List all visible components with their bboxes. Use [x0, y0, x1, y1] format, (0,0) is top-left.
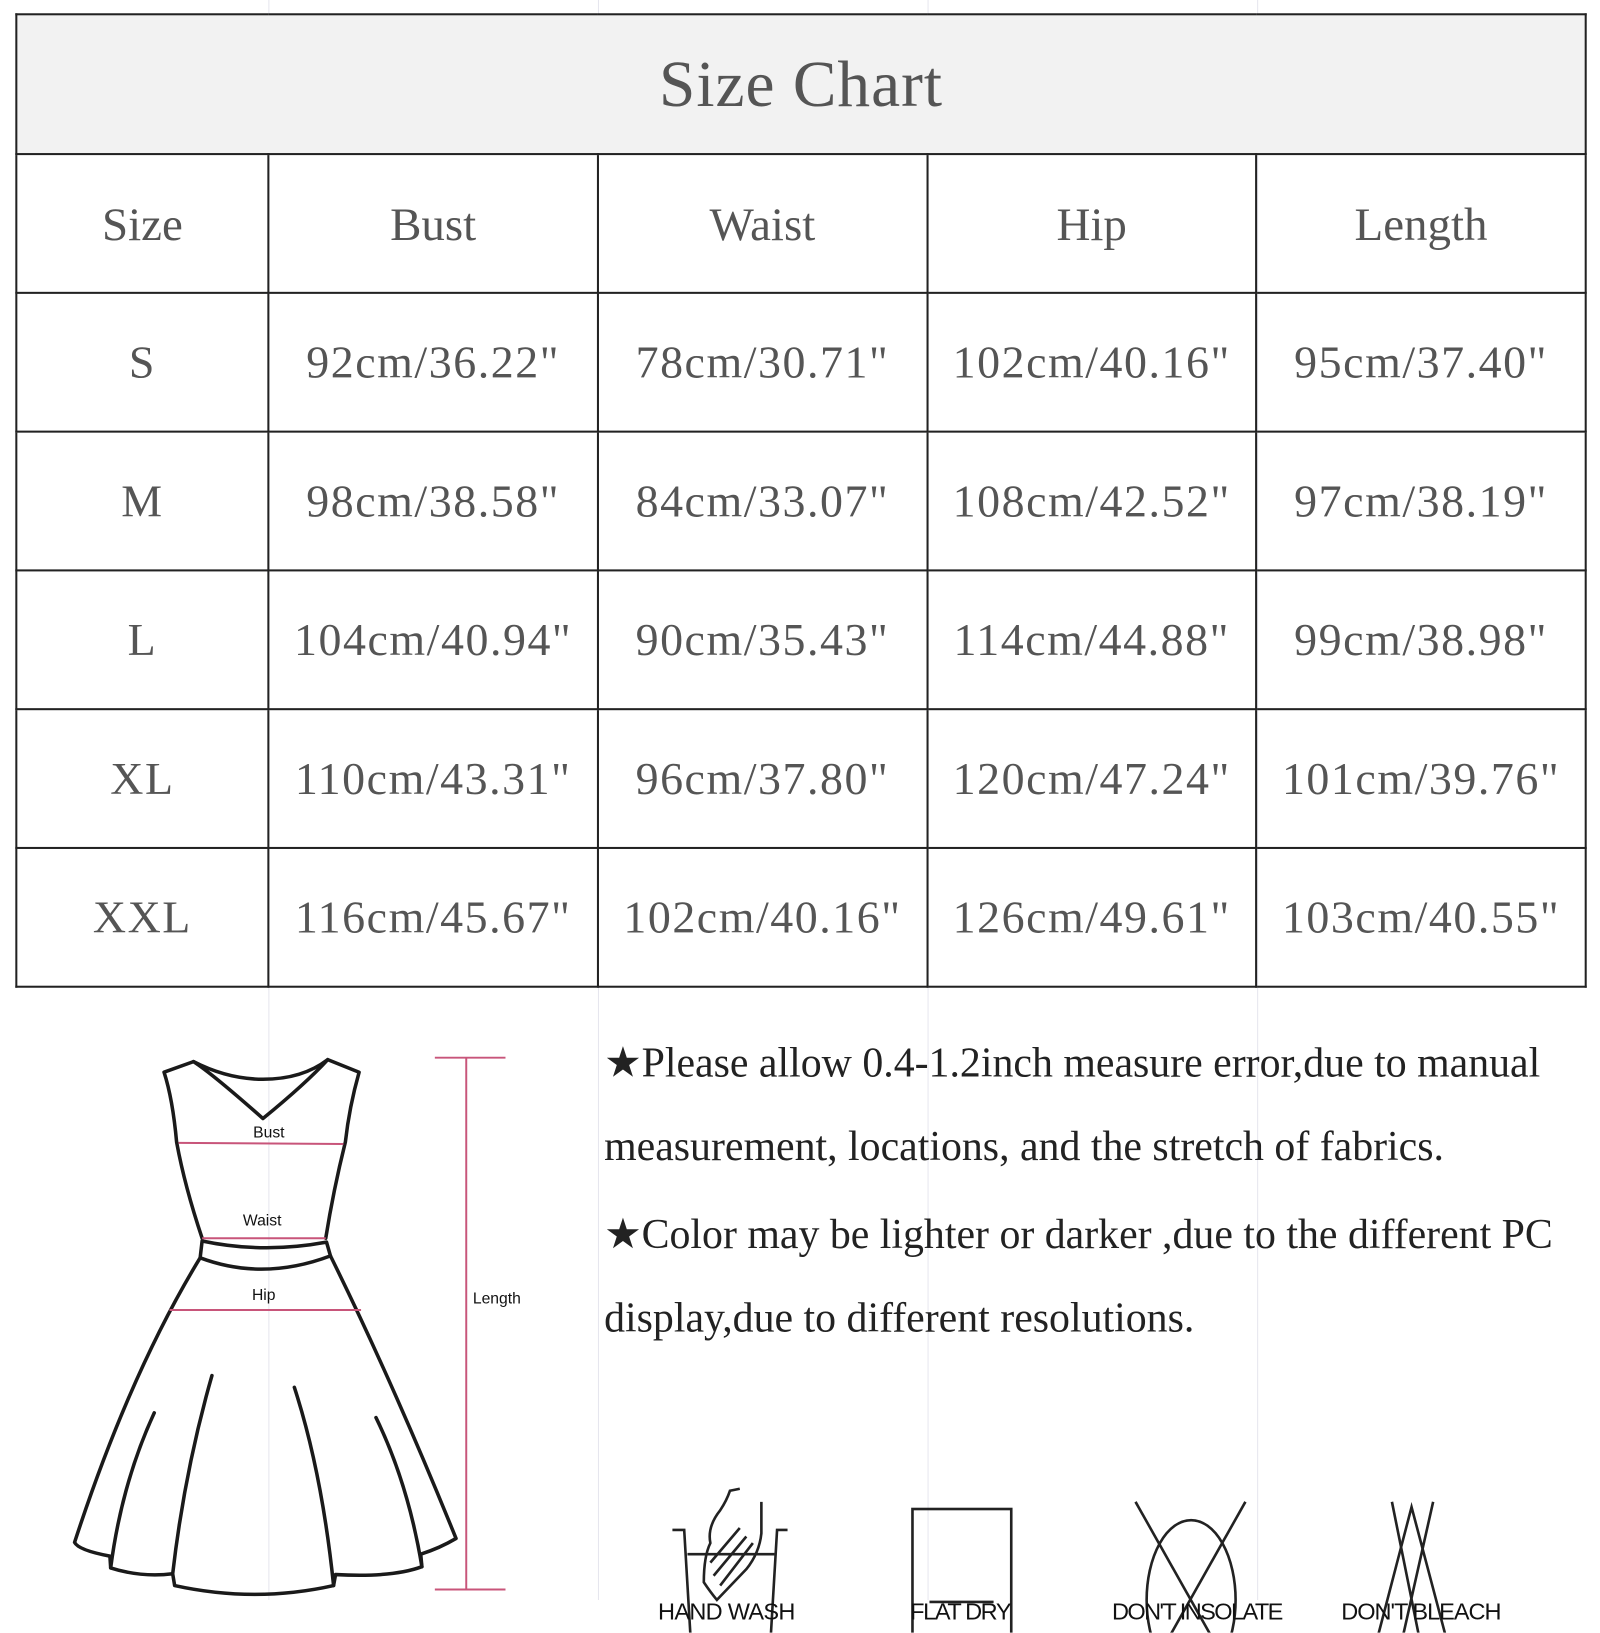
measurement-cell: 84cm/33.07" — [596, 430, 929, 572]
header-row: Size Bust Waist Hip Length — [15, 153, 1587, 294]
table-row: M 98cm/38.58" 84cm/33.07" 108cm/42.52" 97cm/… — [15, 430, 1587, 572]
measurement-cell: 95cm/37.40" — [1255, 291, 1587, 433]
measurement-cell: 96cm/37.80" — [596, 708, 929, 849]
size-cell: S — [15, 291, 270, 433]
measurement-cell: 114cm/44.88" — [926, 569, 1258, 711]
measurement-cell: 116cm/45.67" — [267, 846, 599, 988]
measurement-cell: 97cm/38.19" — [1255, 430, 1587, 572]
care-label-dont-bleach: DON'T BLEACH — [1341, 1599, 1501, 1625]
waistband — [198, 1239, 333, 1271]
column-header: Waist — [596, 153, 929, 294]
column-header: Length — [1255, 153, 1587, 294]
measurement-cell: 99cm/38.98" — [1255, 569, 1587, 711]
dress-outline — [162, 1057, 361, 1240]
care-label-dont-insolate: DON'T INSOLATE — [1112, 1599, 1283, 1625]
care-instructions: HAND WASH FLAT DRY DON'T INSOLATE DON'T … — [658, 1487, 1501, 1633]
hand-wash-icon — [672, 1487, 788, 1633]
measurement-cell: 110cm/43.31" — [267, 708, 599, 849]
bust-measure-line — [178, 1141, 344, 1146]
length-label: Length — [473, 1291, 521, 1308]
measurement-cell: 103cm/40.55" — [1255, 846, 1587, 988]
measurement-cell: 101cm/39.76" — [1255, 708, 1587, 849]
waist-label: Waist — [243, 1212, 282, 1229]
note-measure-error: ★Please allow 0.4-1.2inch measure error,… — [604, 1038, 1541, 1170]
column-header: Bust — [267, 153, 599, 294]
table-row: XXL 116cm/45.67" 102cm/40.16" 126cm/49.61" 1… — [15, 846, 1587, 988]
measurement-cell: 108cm/42.52" — [926, 430, 1258, 572]
table-title: Size Chart — [15, 13, 1587, 156]
measurement-cell: 90cm/35.43" — [596, 569, 929, 711]
notes: ★Please allow 0.4-1.2inch measure error,… — [604, 1020, 1584, 1363]
care-label-flat-dry: FLAT DRY — [910, 1599, 1012, 1625]
note-color: ★Color may be lighter or darker ,due to … — [604, 1210, 1553, 1341]
column-header: Hip — [926, 153, 1258, 294]
care-label-hand-wash: HAND WASH — [658, 1599, 795, 1625]
measurement-cell: 102cm/40.16" — [926, 291, 1258, 433]
size-cell: L — [15, 569, 270, 711]
skirt — [72, 1254, 458, 1597]
size-cell: XL — [15, 708, 270, 849]
measurement-cell: 120cm/47.24" — [926, 708, 1258, 849]
table-row: S 92cm/36.22" 78cm/30.71" 102cm/40.16" 95cm/… — [15, 291, 1587, 433]
skirt-folds — [108, 1373, 424, 1588]
measurement-cell: 92cm/36.22" — [267, 291, 599, 433]
column-header: Size — [15, 153, 270, 294]
hip-label: Hip — [252, 1287, 276, 1304]
table-row: XL 110cm/43.31" 96cm/37.80" 120cm/47.24" 101… — [15, 708, 1587, 849]
dress-diagram: Bust Waist Hip Length — [72, 1056, 521, 1597]
size-cell: XXL — [15, 846, 270, 988]
measurement-cell: 98cm/38.58" — [267, 430, 599, 572]
dont-bleach-icon — [1377, 1501, 1447, 1633]
size-cell: M — [15, 430, 270, 572]
measurement-cell: 126cm/49.61" — [926, 846, 1258, 988]
neckline — [191, 1057, 330, 1082]
table-row: L 104cm/40.94" 90cm/35.43" 114cm/44.88" 99cm… — [15, 569, 1587, 711]
measurement-cell: 104cm/40.94" — [267, 569, 599, 711]
measurement-cell: 78cm/30.71" — [596, 291, 929, 433]
measurement-cell: 102cm/40.16" — [596, 846, 929, 988]
bust-label: Bust — [253, 1124, 285, 1141]
